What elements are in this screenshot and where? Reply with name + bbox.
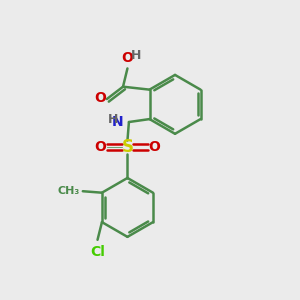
Text: O: O	[148, 140, 160, 154]
Text: Cl: Cl	[90, 245, 105, 259]
Text: CH₃: CH₃	[57, 186, 79, 196]
Text: N: N	[112, 115, 124, 129]
Text: S: S	[122, 138, 134, 156]
Text: O: O	[121, 52, 133, 65]
Text: H: H	[130, 49, 141, 62]
Text: O: O	[94, 140, 106, 154]
Text: H: H	[107, 113, 118, 126]
Text: O: O	[94, 92, 106, 106]
